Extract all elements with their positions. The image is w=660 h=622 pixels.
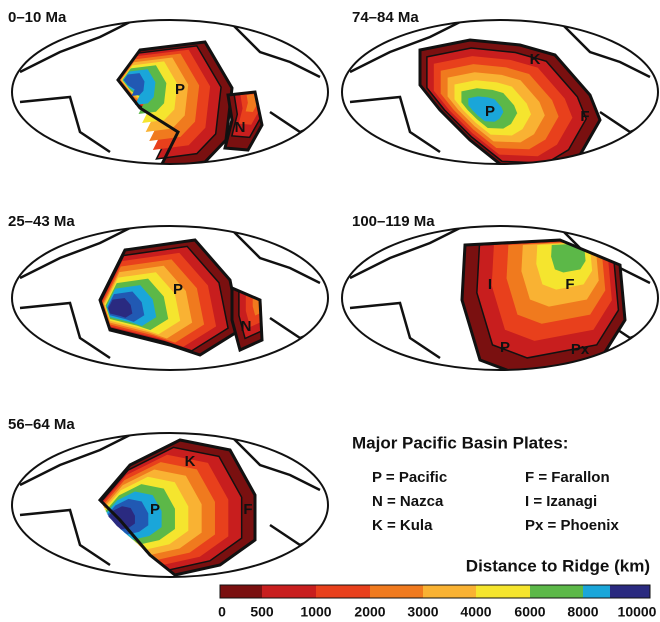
colorbar-segment bbox=[370, 585, 423, 598]
plate-boundary bbox=[223, 90, 264, 152]
plate-label: F bbox=[580, 108, 589, 125]
map-panel bbox=[19, 433, 326, 577]
map-panel bbox=[349, 20, 656, 164]
colorbar-segment bbox=[610, 585, 650, 598]
colorbar-segment bbox=[423, 585, 476, 598]
panel-title: 56–64 Ma bbox=[8, 416, 75, 433]
plate-boundary bbox=[97, 438, 257, 577]
plate-label: N bbox=[241, 318, 252, 335]
continent-outline bbox=[349, 226, 656, 360]
distance-band bbox=[108, 297, 133, 318]
distance-band bbox=[245, 94, 258, 113]
map-outline bbox=[341, 225, 659, 371]
maps bbox=[11, 19, 659, 578]
legend-entry: I = Izanagi bbox=[525, 493, 597, 510]
legend-entry: Px = Phoenix bbox=[525, 517, 619, 534]
colorbar-tick-label: 2000 bbox=[354, 604, 385, 620]
legend-entry: N = Nazca bbox=[372, 493, 444, 510]
panel-title: 0–10 Ma bbox=[8, 9, 67, 26]
continent-outline bbox=[19, 20, 326, 154]
plate-label: Px bbox=[571, 341, 590, 358]
colorbar-segment bbox=[220, 585, 262, 598]
plate-label: P bbox=[485, 103, 495, 120]
plate-label: P bbox=[173, 281, 183, 298]
panel-title: 100–119 Ma bbox=[352, 213, 435, 230]
colorbar-tick-label: 4000 bbox=[460, 604, 491, 620]
colorbar-title: Distance to Ridge (km) bbox=[466, 556, 650, 575]
colorbar-segment bbox=[476, 585, 530, 598]
plate-label: K bbox=[530, 51, 541, 68]
colorbar-segment bbox=[530, 585, 583, 598]
plate-boundary bbox=[230, 285, 264, 353]
map-panel bbox=[19, 226, 326, 360]
continent-outline bbox=[19, 226, 326, 360]
colorbar-tick-label: 6000 bbox=[514, 604, 545, 620]
legend-entry: F = Farallon bbox=[525, 469, 610, 486]
map-panel bbox=[19, 20, 326, 164]
distance-band bbox=[468, 96, 504, 122]
plate-boundary bbox=[116, 40, 234, 164]
panel-title: 74–84 Ma bbox=[352, 9, 419, 26]
map-outline bbox=[11, 225, 329, 371]
distance-band bbox=[551, 243, 586, 273]
plate-label: F bbox=[565, 276, 574, 293]
legend-entry: K = Kula bbox=[372, 517, 433, 534]
continent-outline bbox=[19, 433, 326, 567]
plate-label: P bbox=[500, 339, 510, 356]
panel-title: 25–43 Ma bbox=[8, 213, 75, 230]
legend-entry: P = Pacific bbox=[372, 469, 447, 486]
plate-label: P bbox=[150, 501, 160, 518]
colorbar-tick-label: 8000 bbox=[567, 604, 598, 620]
colorbar-segment bbox=[262, 585, 316, 598]
colorbar-segment bbox=[583, 585, 610, 598]
colorbar-tick-label: 1000 bbox=[300, 604, 331, 620]
legend-title: Major Pacific Basin Plates: bbox=[352, 433, 568, 452]
plate-label: K bbox=[185, 453, 196, 470]
plate-label: I bbox=[488, 276, 492, 293]
plate-boundary bbox=[98, 238, 242, 357]
continent-outline bbox=[349, 20, 656, 154]
colorbar: 0 500 1000 2000 3000 4000 6000 8000 10000 bbox=[218, 584, 657, 620]
plate-label: F bbox=[243, 501, 252, 518]
colorbar-tick-label: 3000 bbox=[407, 604, 438, 620]
map-outline bbox=[11, 432, 329, 578]
map-outline bbox=[11, 19, 329, 165]
colorbar-frame bbox=[219, 584, 651, 599]
plate-label: N bbox=[235, 119, 246, 136]
colorbar-tick-label: 500 bbox=[250, 604, 274, 620]
distance-band bbox=[108, 506, 135, 530]
colorbar-segment bbox=[316, 585, 370, 598]
distance-band bbox=[123, 73, 145, 97]
colorbar-tick-label: 10000 bbox=[618, 604, 657, 620]
map-panel bbox=[349, 226, 656, 370]
colorbar-tick-label: 0 bbox=[218, 604, 226, 620]
plate-label: P bbox=[175, 81, 185, 98]
map-outline bbox=[341, 19, 659, 165]
